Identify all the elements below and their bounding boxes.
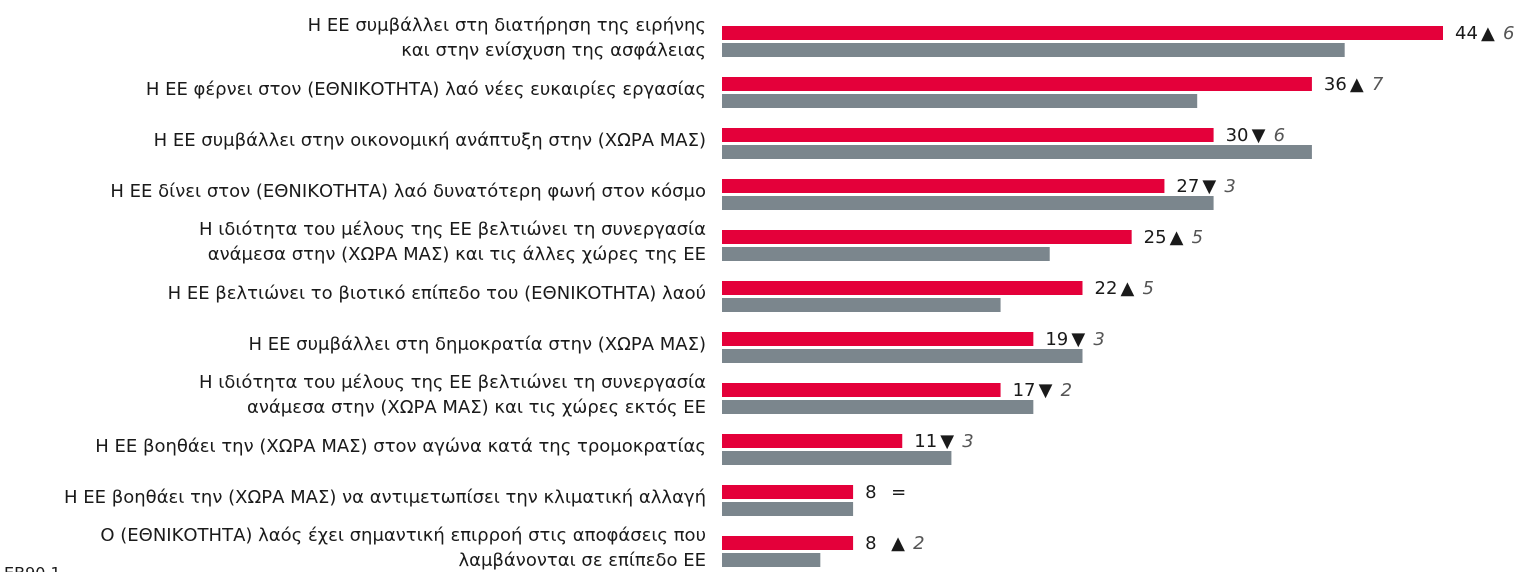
category-label: και στην ενίσχυση της ασφάλειας [401, 40, 706, 61]
change-value: 5 [1192, 227, 1203, 248]
change-value: 3 [1093, 329, 1104, 350]
category-label: Ο (ΕΘΝΙΚΟΤΗΤΑ) λαός έχει σημαντική επιρρ… [100, 525, 706, 546]
value-label: 11 [914, 431, 937, 452]
bar [722, 179, 1165, 193]
bar [722, 128, 1214, 142]
value-label: 17 [1013, 380, 1036, 401]
value-label: 8 [865, 482, 876, 503]
source: EB90.1 [4, 564, 61, 573]
bar [722, 485, 854, 499]
change-symbol: ▲ [891, 533, 905, 554]
bar [722, 400, 1034, 414]
bar [722, 43, 1345, 57]
bar [722, 434, 903, 448]
category-label: Η ιδιότητα του μέλους της ΕΕ βελτιώνει τ… [199, 372, 706, 393]
change-symbol: ▼ [1071, 329, 1085, 350]
change-value: 5 [1143, 278, 1154, 299]
bar [722, 383, 1001, 397]
bar [722, 196, 1214, 210]
change-symbol: ▼ [1202, 176, 1216, 197]
value-label: 8 [865, 533, 876, 554]
category-label: ανάμεσα στην (ΧΩΡΑ ΜΑΣ) και τις χώρες εκ… [247, 397, 706, 418]
bar [722, 230, 1132, 244]
category-label: ανάμεσα στην (ΧΩΡΑ ΜΑΣ) και τις άλλες χώ… [208, 244, 706, 265]
category-label: Η ΕΕ συμβάλλει στη δημοκρατία στην (ΧΩΡΑ… [248, 334, 706, 355]
change-symbol: ▼ [1252, 125, 1266, 146]
bar [722, 145, 1312, 159]
value-label: 19 [1045, 329, 1068, 350]
bar [722, 502, 854, 516]
value-label: 25 [1144, 227, 1167, 248]
bar [722, 298, 1001, 312]
bar [722, 536, 854, 550]
bar [722, 94, 1198, 108]
change-value: 6 [1274, 125, 1285, 146]
change-value: 3 [1224, 176, 1235, 197]
bar [722, 332, 1034, 346]
bar [722, 77, 1312, 91]
change-value: 3 [962, 431, 973, 452]
change-symbol: ▼ [940, 431, 954, 452]
change-value: 7 [1372, 74, 1384, 95]
category-label: λαμβάνονται σε επίπεδο ΕΕ [458, 550, 706, 571]
change-value: 6 [1503, 23, 1514, 44]
change-value: 2 [1061, 380, 1072, 401]
bar [722, 247, 1050, 261]
value-label: 22 [1095, 278, 1118, 299]
bar [722, 281, 1083, 295]
value-label: 44 [1455, 23, 1478, 44]
value-label: 27 [1176, 176, 1199, 197]
bar [722, 553, 821, 567]
change-symbol: = [891, 482, 906, 503]
bar [722, 26, 1443, 40]
change-symbol: ▲ [1350, 74, 1364, 95]
value-label: 36 [1324, 74, 1347, 95]
change-symbol: ▲ [1121, 278, 1135, 299]
change-value: 2 [913, 533, 924, 554]
bar [722, 349, 1083, 363]
category-label: Η ΕΕ βοηθάει την (ΧΩΡΑ ΜΑΣ) στον αγώνα κ… [95, 436, 706, 457]
category-label: Η ΕΕ συμβάλλει στην οικονομική ανάπτυξη … [154, 130, 706, 151]
category-label: Η ΕΕ δίνει στον (ΕΘΝΙΚΟΤΗΤΑ) λαό δυνατότ… [110, 181, 706, 202]
bar [722, 451, 952, 465]
change-symbol: ▼ [1039, 380, 1053, 401]
category-label: Η ΕΕ φέρνει στον (ΕΘΝΙΚΟΤΗΤΑ) λαό νέες ε… [146, 79, 706, 100]
category-label: Η ΕΕ βελτιώνει το βιοτικό επίπεδο του (Ε… [168, 283, 706, 304]
change-symbol: ▲ [1170, 227, 1184, 248]
value-label: 30 [1226, 125, 1249, 146]
category-label: Η ΕΕ συμβάλλει στη διατήρηση της ειρήνης [308, 15, 706, 36]
category-label: Η ΕΕ βοηθάει την (ΧΩΡΑ ΜΑΣ) να αντιμετωπ… [64, 487, 706, 508]
category-label: Η ιδιότητα του μέλους της ΕΕ βελτιώνει τ… [199, 219, 706, 240]
change-symbol: ▲ [1481, 23, 1495, 44]
